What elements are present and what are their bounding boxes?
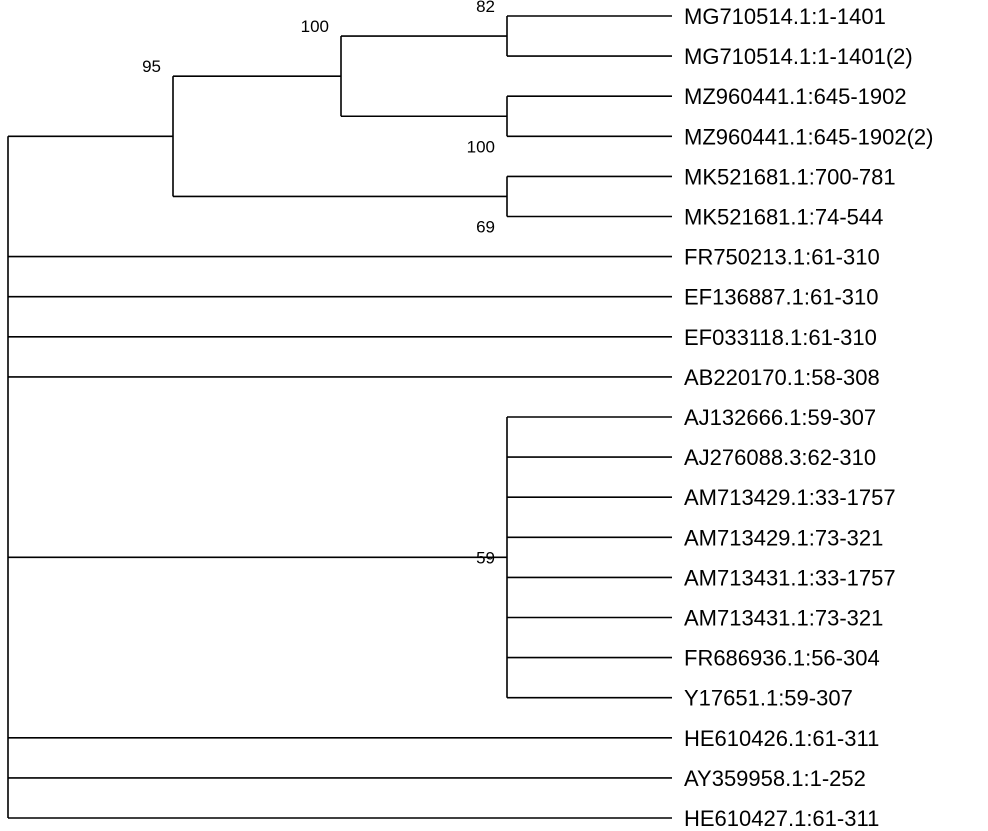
taxon-label: Y17651.1:59-307 [684, 686, 853, 711]
taxon-label: AB220170.1:58-308 [684, 365, 880, 390]
taxon-label: FR686936.1:56-304 [684, 646, 880, 671]
taxon-label: MZ960441.1:645-1902 [684, 84, 907, 109]
taxon-label: AJ132666.1:59-307 [684, 405, 876, 430]
taxon-label: AY359958.1:1-252 [684, 766, 866, 791]
taxon-label: FR750213.1:61-310 [684, 245, 880, 270]
support-value-c69: 69 [476, 218, 495, 237]
taxon-label: AM713431.1:73-321 [684, 606, 883, 631]
taxon-label: EF136887.1:61-310 [684, 285, 879, 310]
taxon-label: AM713429.1:73-321 [684, 525, 883, 550]
taxon-label: AM713429.1:33-1757 [684, 485, 896, 510]
taxon-label: MG710514.1:1-1401(2) [684, 44, 913, 69]
support-value-c95: 95 [142, 57, 161, 76]
taxon-label: HE610427.1:61-311 [684, 806, 879, 831]
taxon-label: MZ960441.1:645-1902(2) [684, 124, 934, 149]
taxon-label: MG710514.1:1-1401 [684, 4, 886, 29]
taxon-label: AM713431.1:33-1757 [684, 565, 896, 590]
taxon-label: MK521681.1:74-544 [684, 205, 883, 230]
support-value-c82: 82 [476, 0, 495, 16]
taxon-label: MK521681.1:700-781 [684, 164, 896, 189]
taxon-label: HE610426.1:61-311 [684, 726, 879, 751]
taxon-label: EF033118.1:61-310 [684, 325, 877, 350]
support-value-c100a: 100 [301, 17, 329, 36]
taxon-label: AJ276088.3:62-310 [684, 445, 876, 470]
support-value-c100b: 100 [467, 137, 495, 156]
support-value-c59: 59 [476, 548, 495, 567]
